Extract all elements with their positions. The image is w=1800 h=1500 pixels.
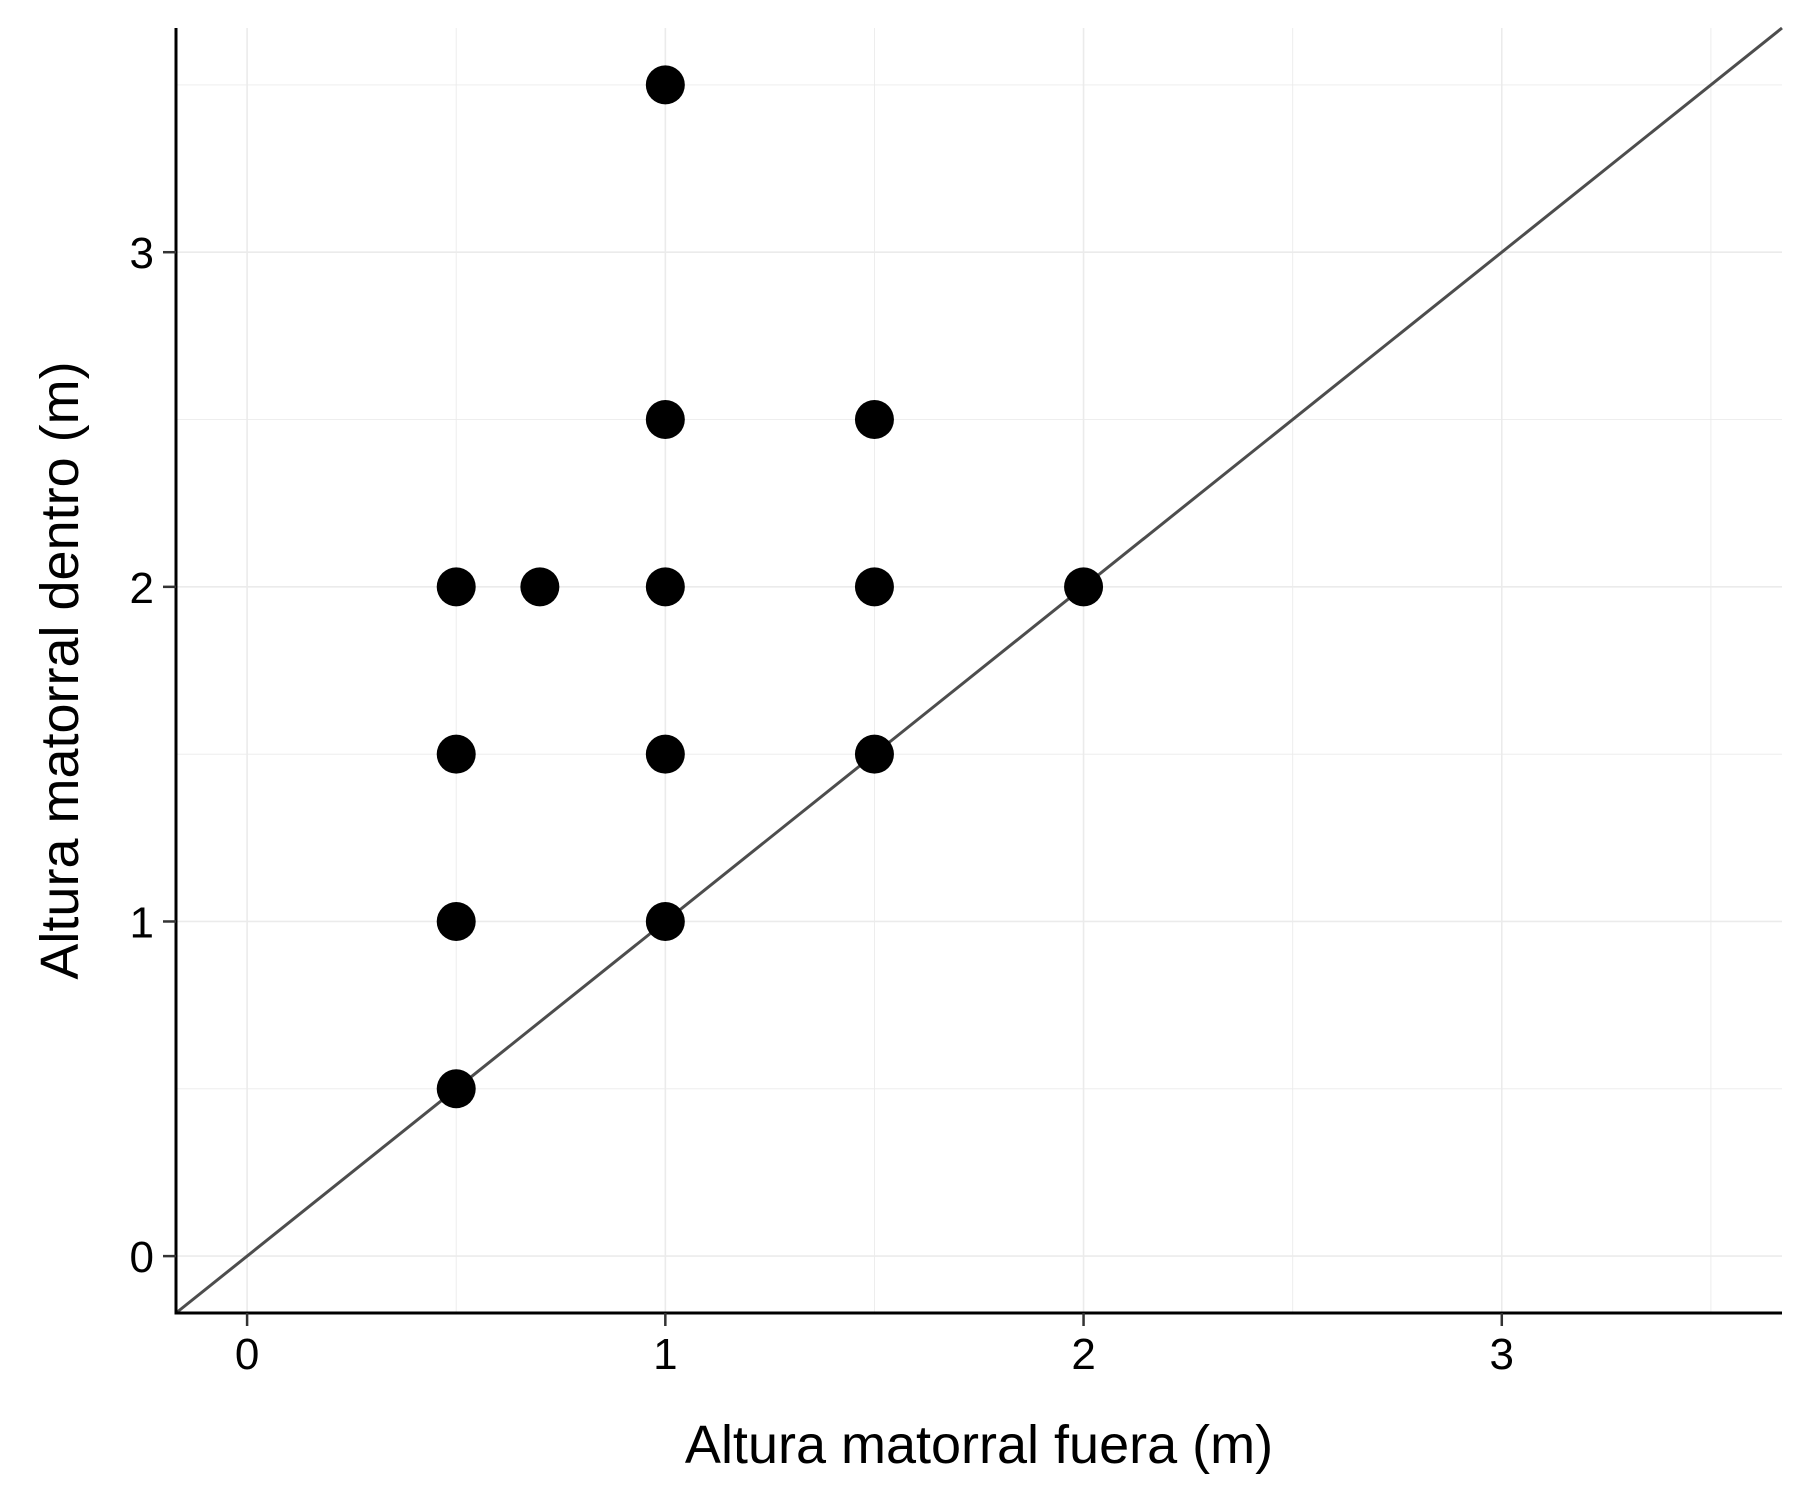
x-tick-label: 1 bbox=[653, 1330, 677, 1379]
data-point bbox=[645, 65, 685, 105]
y-tick-label: 1 bbox=[130, 898, 154, 947]
axes bbox=[174, 28, 1782, 1315]
points-group bbox=[436, 65, 1104, 1109]
data-point bbox=[854, 567, 894, 607]
data-point bbox=[436, 734, 476, 774]
x-tick-label: 3 bbox=[1490, 1330, 1514, 1379]
x-tick-label: 0 bbox=[235, 1330, 259, 1379]
data-point bbox=[645, 567, 685, 607]
x-tick-label: 2 bbox=[1071, 1330, 1095, 1379]
reference-line bbox=[175, 26, 1783, 1315]
data-point bbox=[436, 567, 476, 607]
data-point bbox=[436, 901, 476, 941]
y-axis-title: Altura matorral dentro (m) bbox=[30, 361, 90, 979]
y-tick-label: 3 bbox=[130, 229, 154, 278]
ticks: 0 1 2 3 0 1 2 3 bbox=[130, 229, 1515, 1379]
data-point bbox=[645, 400, 685, 440]
reference-line-group bbox=[175, 26, 1783, 1315]
data-point bbox=[436, 1069, 476, 1109]
data-point bbox=[520, 567, 560, 607]
x-axis-title: Altura matorral fuera (m) bbox=[685, 1415, 1273, 1475]
y-tick-label: 0 bbox=[130, 1233, 154, 1282]
data-point bbox=[645, 901, 685, 941]
y-tick-label: 2 bbox=[130, 564, 154, 613]
data-point bbox=[1064, 567, 1104, 607]
data-point bbox=[854, 734, 894, 774]
data-point bbox=[854, 400, 894, 440]
data-point bbox=[645, 734, 685, 774]
